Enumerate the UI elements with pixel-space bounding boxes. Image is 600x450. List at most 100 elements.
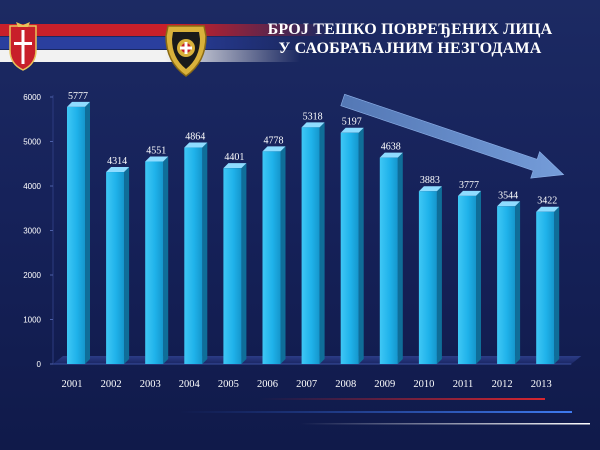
value-label: 5777: [68, 91, 88, 102]
value-label: 4864: [185, 132, 205, 143]
x-tick-label: 2013: [531, 379, 552, 390]
serbian-coat-of-arms-icon: [9, 22, 37, 71]
value-label: 3422: [537, 196, 557, 207]
bar-2008: [340, 127, 364, 364]
bar-top: [379, 152, 403, 158]
value-label: 4778: [264, 135, 284, 146]
y-tick-label: 1000: [23, 316, 41, 325]
y-tick-label: 6000: [23, 93, 41, 102]
chart-title: БРОЈ ТЕШКО ПОВРЕЂЕНИХ ЛИЦА У САОБРАЋАЈНИ…: [230, 20, 590, 58]
bar-front: [262, 151, 281, 364]
value-label: 4551: [146, 145, 166, 156]
y-tick-label: 0: [37, 360, 42, 369]
bar-layer: [67, 101, 560, 365]
value-label: 3883: [420, 175, 440, 186]
bar-2003: [145, 156, 169, 364]
bar-front: [67, 106, 85, 365]
x-tick-label: 2002: [101, 379, 122, 390]
bar-top: [418, 186, 442, 192]
bar-2007: [301, 122, 325, 364]
bar-front: [106, 172, 125, 364]
bar-front: [536, 211, 555, 364]
x-tick-label: 2008: [335, 379, 356, 390]
bar-top: [106, 167, 130, 173]
y-tick-label: 5000: [23, 138, 41, 147]
value-label: 3777: [459, 180, 479, 191]
bar-2011: [458, 190, 481, 364]
bar-front: [458, 195, 476, 364]
bar-front: [418, 191, 437, 364]
header-band: БРОЈ ТЕШКО ПОВРЕЂЕНИХ ЛИЦА У САОБРАЋАЈНИ…: [0, 0, 600, 86]
bar-top: [458, 190, 481, 196]
bar-top: [340, 127, 364, 133]
y-tick-label: 4000: [23, 182, 41, 191]
bar-top: [497, 201, 521, 207]
bar-side: [241, 163, 247, 364]
x-tick-label: 2001: [62, 379, 83, 390]
bar-top: [184, 142, 208, 148]
bar-top: [301, 122, 325, 128]
trend-arrow-shape: [340, 93, 565, 179]
x-tick-label: 2012: [492, 379, 513, 390]
value-label: 3544: [498, 190, 518, 201]
flag-stripe-red: [0, 24, 330, 36]
bar-2009: [379, 152, 403, 364]
x-tick-label: 2004: [179, 379, 201, 390]
chart-title-line-2: У САОБРАЋАЈНИМ НЕЗГОДАМА: [278, 40, 542, 57]
bar-side: [515, 201, 521, 364]
bar-2012: [497, 201, 521, 364]
decorative-bottom-lines: [180, 398, 590, 425]
bar-front: [301, 127, 320, 364]
value-label: 4638: [381, 142, 401, 153]
y-tick-label: 3000: [23, 227, 41, 236]
label-layer: 5777 2001 4314 2002 4551 2003 4864 2004 4401 2005…: [62, 91, 558, 390]
bar-side: [436, 186, 442, 364]
value-label: 4401: [224, 152, 244, 163]
bar-2013: [536, 206, 560, 364]
bar-top: [223, 163, 247, 169]
bar-2006: [262, 146, 286, 364]
bar-2004: [184, 142, 208, 364]
bar-side: [476, 190, 481, 364]
flag-stripe-white: [0, 50, 300, 62]
flag-stripe-blue: [0, 37, 300, 49]
bar-front: [223, 168, 242, 364]
bar-side: [554, 206, 560, 364]
bar-front: [184, 147, 203, 364]
chart-title-line-1: БРОЈ ТЕШКО ПОВРЕЂЕНИХ ЛИЦА: [267, 21, 553, 38]
bar-side: [202, 142, 208, 364]
x-tick-label: 2006: [257, 379, 278, 390]
x-tick-label: 2010: [413, 379, 434, 390]
x-tick-label: 2011: [453, 379, 474, 390]
value-label: 5318: [303, 111, 323, 122]
bar-front: [145, 161, 164, 364]
bar-2001: [67, 101, 90, 365]
bar-side: [280, 146, 286, 364]
bar-2002: [106, 167, 130, 364]
bar-side: [397, 152, 403, 364]
bar-side: [124, 167, 130, 364]
x-tick-label: 2005: [218, 379, 239, 390]
bar-side: [319, 122, 325, 364]
bar-2010: [418, 186, 442, 364]
y-tick-label: 2000: [23, 271, 41, 280]
value-label: 5197: [342, 117, 362, 128]
bar-front: [340, 132, 359, 364]
police-badge-icon: [165, 25, 207, 77]
value-label: 4314: [107, 156, 127, 167]
x-tick-label: 2003: [140, 379, 161, 390]
bar-side: [358, 127, 364, 364]
bar-top: [536, 206, 560, 212]
bar-side: [163, 156, 169, 364]
bar-2005: [223, 163, 247, 364]
bar-chart: 0 1000 2000 3000 4000 5000 6000 5777 2001 4314 20…: [23, 91, 582, 390]
bar-side: [85, 101, 90, 365]
x-tick-label: 2007: [296, 379, 317, 390]
bar-top: [67, 101, 90, 107]
bar-front: [497, 206, 516, 364]
bar-front: [379, 157, 398, 364]
bar-top: [262, 146, 286, 152]
bar-top: [145, 156, 169, 162]
trend-arrow: [340, 93, 565, 179]
x-tick-label: 2009: [374, 379, 395, 390]
